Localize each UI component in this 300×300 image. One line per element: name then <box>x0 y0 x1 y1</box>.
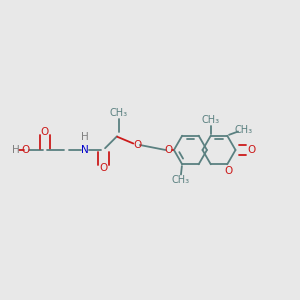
Text: O: O <box>99 164 107 173</box>
Text: O: O <box>164 145 172 155</box>
Text: H: H <box>12 145 20 155</box>
Text: O: O <box>41 127 49 136</box>
Text: CH₃: CH₃ <box>172 176 190 185</box>
Text: O: O <box>134 140 142 150</box>
Text: O: O <box>248 145 256 155</box>
Text: N: N <box>81 145 89 155</box>
Text: H: H <box>81 132 89 142</box>
Text: O: O <box>224 166 232 176</box>
Text: CH₃: CH₃ <box>234 125 253 135</box>
Text: CH₃: CH₃ <box>202 115 220 124</box>
Text: O: O <box>21 145 30 155</box>
Text: CH₃: CH₃ <box>110 108 128 118</box>
